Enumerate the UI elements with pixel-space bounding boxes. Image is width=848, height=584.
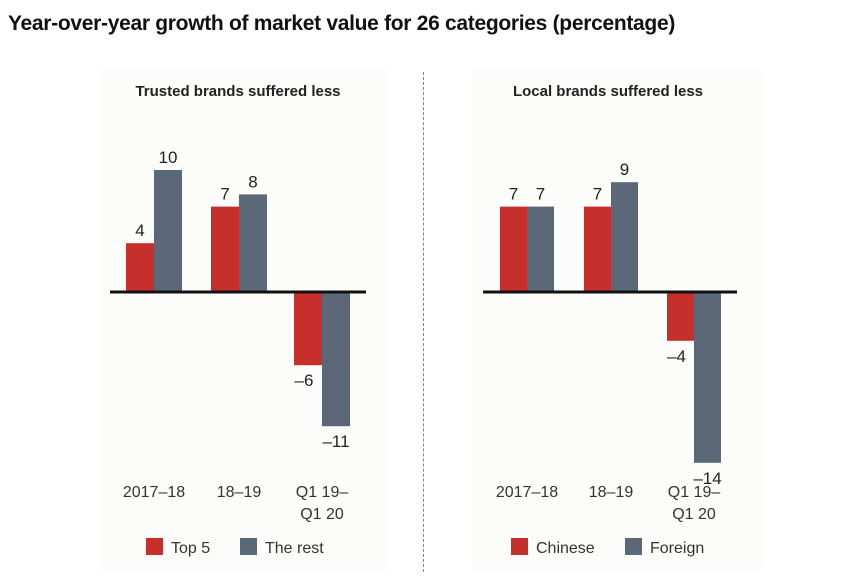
- chart-title: Trusted brands suffered less: [135, 83, 340, 100]
- category-label: Q1 20: [672, 506, 716, 523]
- category-label: Q1 19–: [668, 484, 721, 501]
- bar-foreign-2: [694, 292, 721, 463]
- value-label: 7: [509, 185, 518, 204]
- legend-label: Chinese: [536, 540, 595, 557]
- category-label: 2017–18: [123, 484, 185, 501]
- legend-label: Foreign: [650, 540, 704, 557]
- value-label: –11: [322, 432, 349, 451]
- bar-top-5-0: [126, 243, 154, 292]
- bar-top-5-2: [294, 292, 322, 366]
- bar-chinese-1: [584, 206, 611, 292]
- value-label: 7: [593, 185, 602, 204]
- bar-the-rest-0: [154, 170, 182, 292]
- value-label: 10: [159, 148, 178, 167]
- value-label: –14: [693, 469, 721, 488]
- legend-label: Top 5: [171, 540, 210, 557]
- legend-swatch-top-5: [146, 538, 163, 555]
- category-label: 18–19: [217, 484, 262, 501]
- category-label: 18–19: [589, 484, 634, 501]
- bar-foreign-1: [611, 182, 638, 292]
- category-label: Q1 20: [300, 506, 344, 523]
- value-label: 7: [536, 185, 545, 204]
- legend-swatch-foreign: [625, 538, 642, 555]
- bar-the-rest-2: [322, 292, 350, 427]
- bar-chinese-0: [500, 206, 527, 292]
- bar-chinese-2: [667, 292, 694, 341]
- category-label: Q1 19–: [296, 484, 349, 501]
- value-label: –6: [295, 371, 314, 390]
- panel-divider: [423, 72, 424, 572]
- value-label: 9: [620, 160, 629, 179]
- legend-swatch-the-rest: [240, 538, 257, 555]
- bar-foreign-0: [527, 206, 554, 292]
- main-title: Year-over-year growth of market value fo…: [8, 12, 676, 35]
- value-label: 7: [220, 185, 229, 204]
- legend-label: The rest: [265, 540, 324, 557]
- legend-swatch-chinese: [511, 538, 528, 555]
- value-label: 4: [135, 221, 144, 240]
- bar-top-5-1: [211, 206, 239, 292]
- bar-the-rest-1: [239, 194, 267, 292]
- category-label: 2017–18: [496, 484, 558, 501]
- chart-title: Local brands suffered less: [513, 83, 703, 100]
- value-label: –4: [667, 347, 686, 366]
- value-label: 8: [248, 172, 257, 191]
